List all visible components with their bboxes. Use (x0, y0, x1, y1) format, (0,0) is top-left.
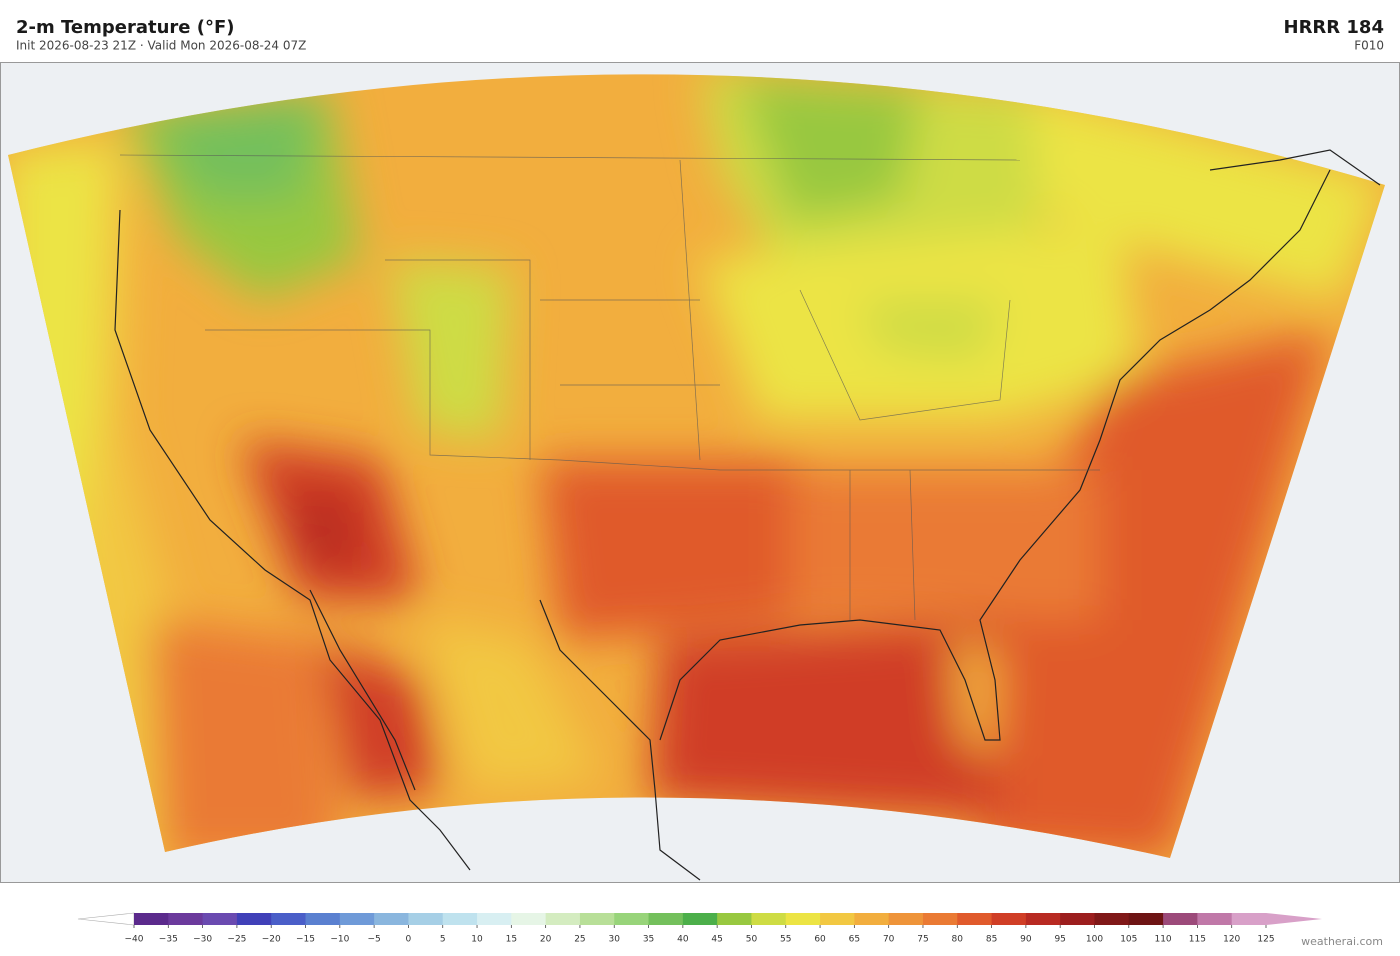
colorbar-under (77, 912, 135, 926)
colorbar-tick-label: 10 (471, 935, 483, 945)
colorbar-tick-label: 95 (1054, 935, 1065, 945)
colorbar-tick-label: 60 (814, 935, 826, 945)
colorbar-tick-label: 20 (540, 935, 552, 945)
colorbar-segment (408, 913, 444, 925)
colorbar-segment (820, 913, 855, 925)
colorbar-segment (545, 913, 581, 925)
map-title: 2-m Temperature (°F) (16, 17, 235, 38)
colorbar-tick-label: 50 (746, 935, 758, 945)
colorbar-segment (614, 913, 650, 925)
credit: weatherai.com (1301, 935, 1383, 948)
colorbar-segment (717, 913, 752, 925)
colorbar-tick-label: −40 (125, 935, 144, 945)
colorbar-segment (1231, 913, 1267, 925)
colorbar-segment (751, 913, 787, 925)
colorbar-tick-label: 45 (711, 935, 722, 945)
colorbar-tick-label: 55 (780, 935, 791, 945)
colorbar-tick-label: 70 (883, 935, 895, 945)
colorbar-segment (785, 913, 821, 925)
colorbar-tick-label: 85 (986, 935, 997, 945)
colorbar-segment (579, 913, 615, 925)
colorbar: −40 −35 −30 −25 −20 −15 −10 −5 0 5 10 15 20 25 30 35 40 4… (77, 912, 1322, 945)
colorbar-tick-label: 0 (406, 935, 412, 945)
colorbar-segment (511, 913, 547, 925)
colorbar-segment (202, 913, 238, 925)
state-borders (119, 154, 1100, 621)
colorbar-tick-label: 65 (849, 935, 860, 945)
colorbar-tick-label: 100 (1086, 935, 1103, 945)
colorbar-tick-label: −10 (330, 935, 349, 945)
colorbar-segment (1060, 913, 1095, 925)
colorbar-segment (134, 913, 169, 925)
colorbar-tick-label: −20 (262, 935, 281, 945)
colorbar-tick-label: 35 (643, 935, 654, 945)
colorbar-tick-label: 30 (609, 935, 621, 945)
header-bar (0, 0, 1400, 62)
colorbar-segment (442, 913, 478, 925)
colorbar-segment (168, 913, 204, 925)
colorbar-segment (957, 913, 993, 925)
colorbar-segment (1128, 913, 1164, 925)
colorbar-tick-label: −5 (367, 935, 380, 945)
temperature-field (8, 74, 1385, 858)
colorbar-segment (888, 913, 924, 925)
colorbar-tick-label: 25 (574, 935, 585, 945)
colorbar-segment (1163, 913, 1198, 925)
colorbar-segment (339, 913, 375, 925)
colorbar-segment (305, 913, 341, 925)
colorbar-segment (854, 913, 890, 925)
colorbar-tick-label: 5 (440, 935, 446, 945)
model-label: HRRR 184 (1284, 17, 1385, 38)
colorbar-tick-label: 15 (506, 935, 517, 945)
colorbar-tick-label: 75 (917, 935, 928, 945)
map-panel (0, 62, 1400, 883)
colorbar-tick-label: −35 (159, 935, 178, 945)
map-subtitle: Init 2026-08-23 21Z · Valid Mon 2026-08-… (16, 39, 306, 53)
colorbar-tick-label: −25 (227, 935, 246, 945)
colorbar-tick-label: 125 (1257, 935, 1274, 945)
colorbar-segment (1197, 913, 1233, 925)
colorbar-segment (1094, 913, 1130, 925)
colorbar-tick-label: 40 (677, 935, 689, 945)
colorbar-segment (477, 913, 512, 925)
colorbar-tick-label: 90 (1020, 935, 1032, 945)
colorbar-tick-label: 105 (1120, 935, 1137, 945)
colorbar-segment (682, 913, 718, 925)
colorbar-segment (236, 913, 272, 925)
forecast-hour: F010 (1354, 39, 1384, 53)
colorbar-tick-label: 110 (1154, 935, 1171, 945)
colorbar-segment (648, 913, 684, 925)
colorbar-tick-label: 80 (952, 935, 964, 945)
colorbar-segment (271, 913, 307, 925)
colorbar-tick-label: 120 (1223, 935, 1240, 945)
coastlines (114, 149, 1381, 881)
colorbar-segment (991, 913, 1027, 925)
colorbar-segment (1025, 913, 1061, 925)
colorbar-tick-label: −30 (193, 935, 212, 945)
colorbar-tick-label: 115 (1189, 935, 1206, 945)
colorbar-tick-label: −15 (296, 935, 315, 945)
colorbar-segment (374, 913, 409, 925)
colorbar-over (1266, 913, 1322, 925)
colorbar-segment (922, 913, 958, 925)
